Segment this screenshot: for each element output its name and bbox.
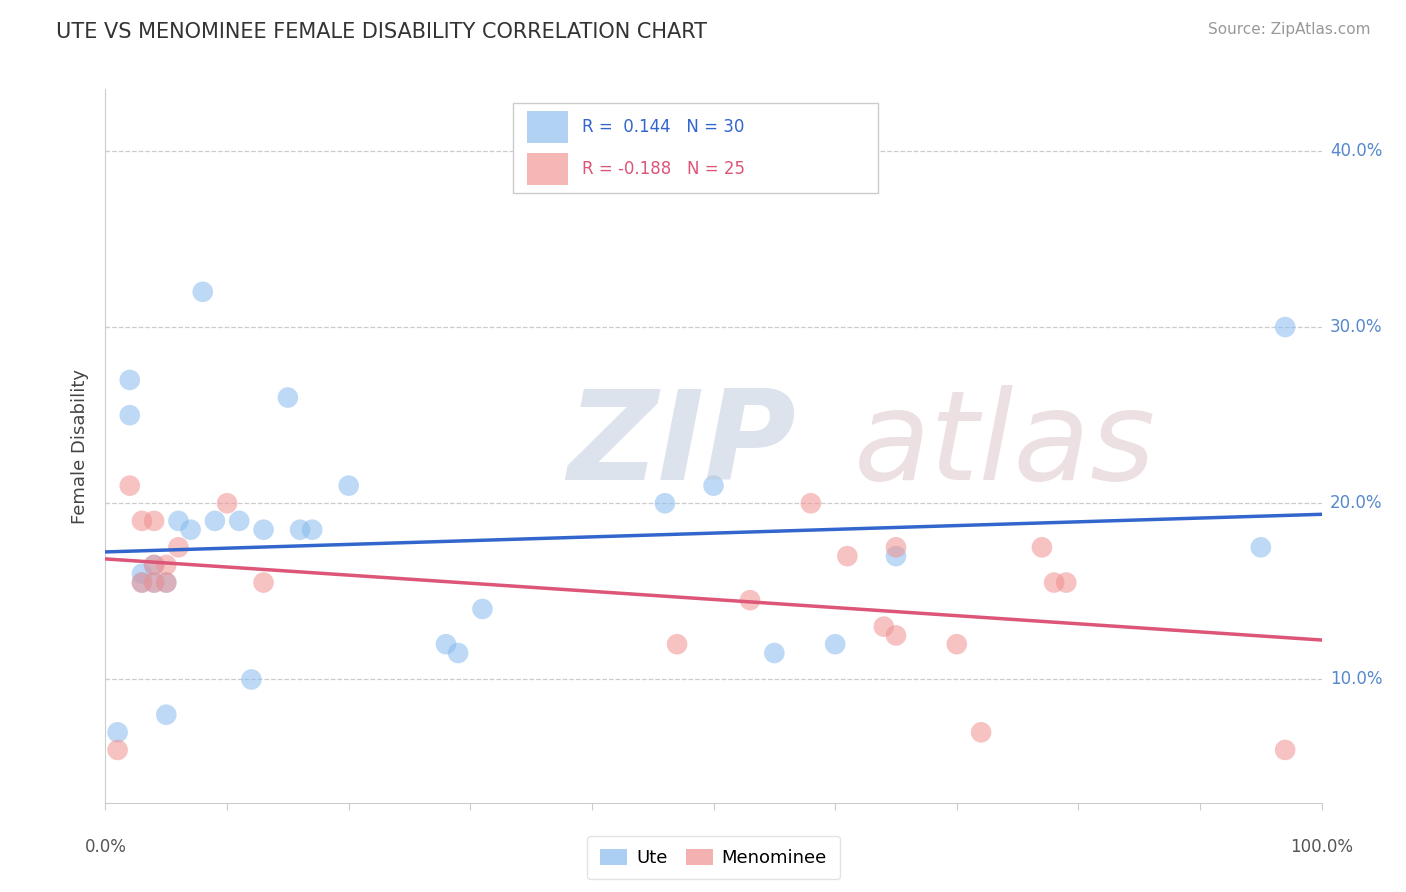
Point <box>252 575 274 590</box>
Point <box>143 514 166 528</box>
Point <box>837 549 859 563</box>
Point <box>884 628 907 642</box>
Point <box>167 541 190 555</box>
Point <box>824 637 846 651</box>
Point <box>143 558 166 572</box>
Point <box>1043 575 1066 590</box>
Point <box>666 637 689 651</box>
Point <box>288 523 311 537</box>
Point <box>155 575 177 590</box>
Point <box>337 478 360 492</box>
Point <box>301 523 323 537</box>
Point <box>107 725 129 739</box>
Point <box>884 549 907 563</box>
Point <box>204 514 226 528</box>
Point <box>131 566 153 581</box>
Legend: Ute, Menominee: Ute, Menominee <box>588 836 839 880</box>
Point <box>738 593 761 607</box>
Point <box>447 646 470 660</box>
Point <box>143 575 166 590</box>
Text: 30.0%: 30.0% <box>1330 318 1382 336</box>
Point <box>131 575 153 590</box>
Point <box>131 514 153 528</box>
Point <box>800 496 823 510</box>
Point <box>155 558 177 572</box>
Point <box>217 496 239 510</box>
Point <box>1031 541 1053 555</box>
Point <box>118 373 141 387</box>
Point <box>434 637 457 651</box>
Point <box>970 725 993 739</box>
Text: 20.0%: 20.0% <box>1330 494 1382 512</box>
Text: ZIP: ZIP <box>568 385 796 507</box>
Point <box>654 496 676 510</box>
Point <box>118 478 141 492</box>
Y-axis label: Female Disability: Female Disability <box>72 368 90 524</box>
Text: Source: ZipAtlas.com: Source: ZipAtlas.com <box>1208 22 1371 37</box>
Point <box>1054 575 1077 590</box>
Text: atlas: atlas <box>853 385 1156 507</box>
Text: UTE VS MENOMINEE FEMALE DISABILITY CORRELATION CHART: UTE VS MENOMINEE FEMALE DISABILITY CORRE… <box>56 22 707 42</box>
Point <box>1250 541 1272 555</box>
Point <box>763 646 786 660</box>
Point <box>131 575 153 590</box>
Point <box>143 558 166 572</box>
Point <box>945 637 967 651</box>
Point <box>118 408 141 422</box>
Point <box>191 285 214 299</box>
Point <box>1274 743 1296 757</box>
Point <box>471 602 494 616</box>
Point <box>167 514 190 528</box>
Point <box>155 575 177 590</box>
Text: 0.0%: 0.0% <box>84 838 127 856</box>
Point <box>277 391 299 405</box>
Point <box>1274 320 1296 334</box>
Text: 40.0%: 40.0% <box>1330 142 1382 160</box>
Point <box>107 743 129 757</box>
Point <box>143 575 166 590</box>
Point <box>884 541 907 555</box>
Point <box>240 673 263 687</box>
Point <box>252 523 274 537</box>
Point <box>873 619 896 633</box>
Point <box>228 514 250 528</box>
Text: 100.0%: 100.0% <box>1291 838 1353 856</box>
Point <box>180 523 202 537</box>
Text: 10.0%: 10.0% <box>1330 671 1382 689</box>
Point <box>155 707 177 722</box>
Point <box>702 478 725 492</box>
